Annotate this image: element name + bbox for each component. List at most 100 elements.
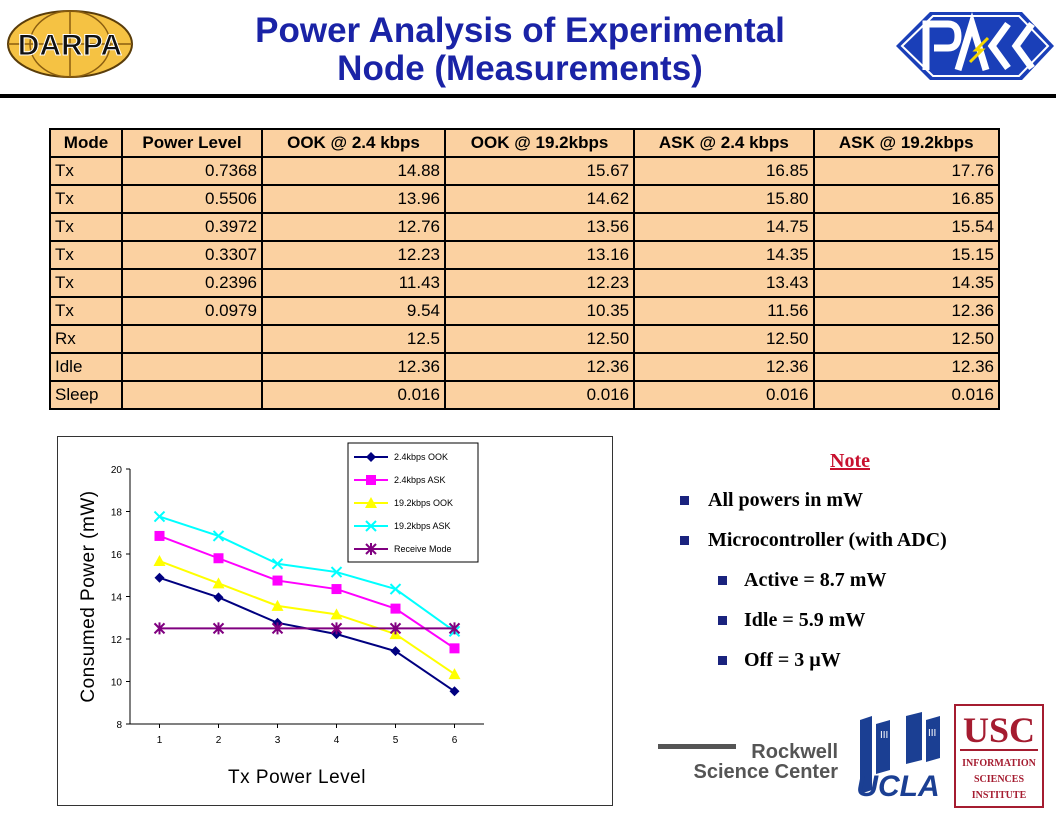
x-tick-label: 2 (216, 735, 222, 746)
cell-mode: Tx (49, 184, 123, 214)
cell-mode: Tx (49, 296, 123, 326)
table-row: Idle 12.36 12.36 12.36 12.36 (49, 352, 1000, 382)
series-line (159, 535, 456, 650)
table-row: Tx 0.5506 13.96 14.62 15.80 16.85 (49, 184, 1000, 214)
table-row: Tx 0.2396 11.43 12.23 13.43 14.35 (49, 268, 1000, 298)
table-body: Tx 0.7368 14.88 15.67 16.85 17.76 Tx 0.5506 13.9… (49, 156, 1000, 410)
title-divider (0, 94, 1056, 98)
table-cell: 0.3307 (121, 240, 263, 270)
note-text: Microcontroller (with ADC) (708, 529, 947, 551)
legend-marker (365, 497, 377, 508)
table-row: Rx 12.5 12.50 12.50 12.50 (49, 324, 1000, 354)
table-cell: 17.76 (812, 156, 1000, 186)
header-power-level: Power Level (121, 128, 263, 158)
svg-text:III: III (928, 728, 936, 739)
table-row: Sleep 0.016 0.016 0.016 0.016 (49, 380, 1000, 410)
cell-mode: Tx (49, 268, 123, 298)
title-line-1: Power Analysis of Experimental (255, 11, 785, 50)
table-cell: 12.50 (444, 324, 636, 354)
table-cell: 14.75 (633, 212, 815, 242)
table-cell: 0.016 (633, 380, 815, 410)
power-table: Mode Power Level OOK @ 2.4 kbps OOK @ 19… (49, 128, 1000, 410)
table-cell: 0.0979 (121, 296, 263, 326)
table-cell: 0.3972 (121, 212, 263, 242)
cell-mode: Tx (49, 212, 123, 242)
table-cell: 0.2396 (121, 268, 263, 298)
rockwell-line-1: Rockwell (751, 741, 838, 763)
header-ask-19-2: ASK @ 19.2kbps (812, 128, 1000, 158)
header-ook-2-4: OOK @ 2.4 kbps (260, 128, 447, 158)
rockwell-logo: Rockwell Science Center (658, 741, 838, 783)
data-point (448, 668, 461, 680)
table-row: Tx 0.7368 14.88 15.67 16.85 17.76 (49, 156, 1000, 186)
table-cell: 0.5506 (121, 184, 263, 214)
data-point (271, 558, 284, 570)
table-row: Tx 0.0979 9.54 10.35 11.56 12.36 (49, 296, 1000, 326)
note-item: All powers in mW (680, 487, 1030, 527)
x-axis-title: Tx Power Level (228, 767, 366, 788)
series-line (159, 515, 456, 633)
data-point (331, 584, 342, 595)
note-subitem: Idle = 5.9 mW (680, 607, 1030, 647)
table-cell: 14.88 (260, 156, 447, 186)
title-line-2: Node (Measurements) (337, 49, 703, 88)
table-row: Tx 0.3972 12.76 13.56 14.75 15.54 (49, 212, 1000, 242)
x-tick-label: 1 (157, 735, 163, 746)
data-point (154, 572, 165, 583)
table-cell: 14.35 (633, 240, 815, 270)
table-cell (121, 352, 263, 382)
slide-title: Power Analysis of Experimental Node (Mea… (150, 12, 890, 88)
y-axis-title: Consumed Power (mW) (78, 490, 99, 702)
note-panel: Note All powers in mW Microcontroller (w… (680, 450, 1030, 687)
legend-label: 19.2kbps OOK (394, 498, 453, 508)
data-point (449, 643, 460, 654)
table-cell: 12.5 (260, 324, 447, 354)
table-row: Tx 0.3307 12.23 13.16 14.35 15.15 (49, 240, 1000, 270)
table-cell: 13.43 (633, 268, 815, 298)
cell-mode: Sleep (49, 380, 123, 410)
table-cell: 12.50 (812, 324, 1000, 354)
y-tick-label: 12 (111, 635, 123, 646)
header-ook-19-2: OOK @ 19.2kbps (444, 128, 636, 158)
data-point (153, 510, 166, 523)
table-cell: 0.016 (260, 380, 447, 410)
table-cell: 12.36 (633, 352, 815, 382)
darpa-logo-text: DARPA (18, 29, 122, 62)
bullet-square-icon (718, 616, 727, 625)
legend-marker (366, 475, 376, 485)
y-tick-label: 16 (111, 550, 123, 561)
table-cell: 15.15 (812, 240, 1000, 270)
note-item: Microcontroller (with ADC) (680, 527, 1030, 567)
table-cell: 12.36 (812, 352, 1000, 382)
bullet-square-icon (718, 576, 727, 585)
note-text: All powers in mW (708, 489, 863, 511)
rockwell-line-2: Science Center (693, 761, 838, 783)
y-tick-label: 18 (111, 508, 123, 519)
data-point (213, 553, 224, 564)
bullet-square-icon (718, 656, 727, 665)
note-title: Note (830, 450, 870, 472)
data-point (390, 646, 401, 657)
table-cell: 14.35 (812, 268, 1000, 298)
isi-line-2: SCIENCES (974, 774, 1024, 785)
table-cell: 12.23 (444, 268, 636, 298)
legend-marker (366, 452, 376, 462)
table-cell: 13.96 (260, 184, 447, 214)
ucla-logo-text: UCLA (856, 770, 939, 802)
cell-mode: Rx (49, 324, 123, 354)
data-point (153, 555, 166, 567)
y-tick-label: 14 (111, 593, 123, 604)
table-cell: 10.35 (444, 296, 636, 326)
table-cell: 15.54 (812, 212, 1000, 242)
note-text: Off = 3 µW (744, 649, 841, 671)
table-cell: 12.36 (260, 352, 447, 382)
data-point (213, 592, 224, 603)
header-mode: Mode (49, 128, 123, 158)
chart-frame: 8 10 12 14 16 18 20 1 2 3 4 5 6 Tx Power Level Consume… (57, 436, 613, 806)
table-cell (121, 324, 263, 354)
legend-label: 2.4kbps OOK (394, 452, 448, 462)
note-text: Active = 8.7 mW (744, 569, 887, 591)
data-point (271, 599, 284, 611)
header-ask-2-4: ASK @ 2.4 kbps (633, 128, 815, 158)
